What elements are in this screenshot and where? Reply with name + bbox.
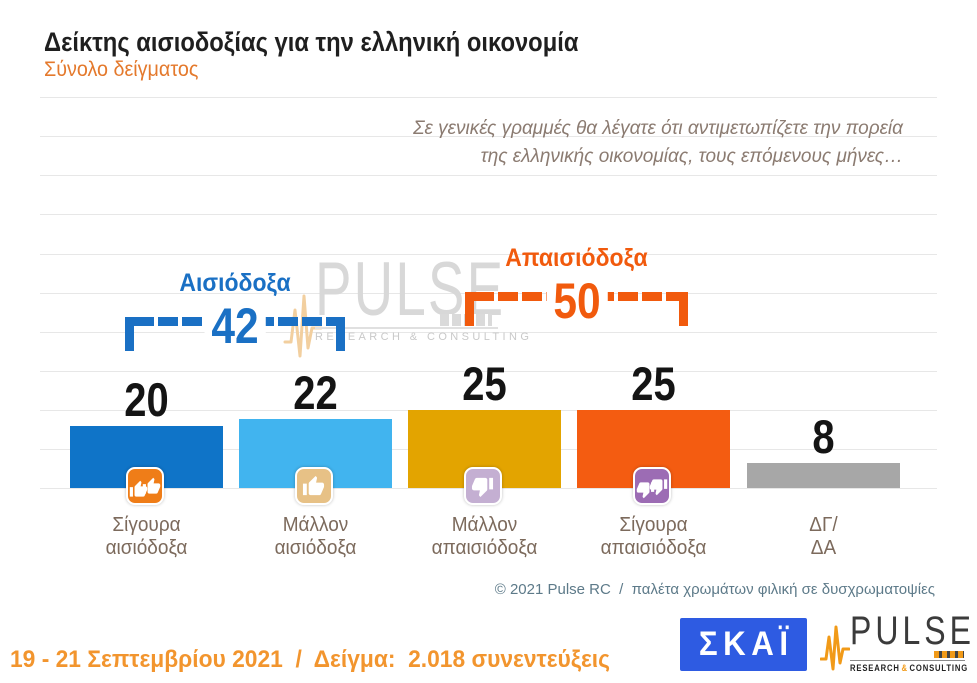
bar-value-label: 22 bbox=[293, 366, 338, 419]
bar-value-label: 25 bbox=[631, 357, 676, 410]
optimistic-group-label: Αισιόδοξα bbox=[179, 269, 291, 297]
thumbs-down-icon bbox=[463, 467, 502, 505]
optimistic-bracket: 42 bbox=[125, 299, 345, 353]
fieldwork-dates: 19 - 21 Σεπτεμβρίου 2021 / Δείγμα: 2.018… bbox=[10, 646, 610, 673]
gridline bbox=[40, 254, 937, 255]
bar-column-dont-know: 8 ΔΓ/ ΔΑ bbox=[747, 0, 900, 683]
bar-column-certainly-optimistic: 20 Σίγουρα αισιόδοξα bbox=[70, 0, 223, 683]
bracket-right-tick bbox=[679, 292, 688, 326]
gridline bbox=[40, 136, 937, 137]
bracket-left-tick bbox=[465, 292, 474, 326]
pulse-logo-brand: PULSE bbox=[850, 609, 975, 653]
survey-question: Σε γενικές γραμμές θα λέγατε ότι αντιμετ… bbox=[413, 115, 903, 171]
category-label: Σίγουρα απαισιόδοξα bbox=[600, 514, 707, 559]
pulse-logo-divider bbox=[850, 660, 965, 661]
gridline bbox=[40, 97, 937, 98]
gridline bbox=[40, 371, 937, 372]
optimistic-total: 42 bbox=[204, 299, 266, 353]
bar-value-label: 25 bbox=[462, 357, 507, 410]
skai-logo: ΣΚΑΪ bbox=[680, 618, 807, 671]
pulse-logo: PULSE RESEARCH & CONSULTING bbox=[820, 609, 971, 675]
skai-logo-text: ΣΚΑΪ bbox=[698, 625, 794, 663]
thumbs-up-icon bbox=[294, 467, 333, 505]
double-thumbs-up-icon bbox=[125, 467, 164, 505]
double-thumbs-down-icon bbox=[632, 467, 671, 505]
bar-column-certainly-pessimistic: 25 Σίγουρα απαισιόδοξα bbox=[577, 0, 730, 683]
category-label: ΔΓ/ ΔΑ bbox=[809, 514, 838, 559]
bracket-left-tick bbox=[125, 317, 134, 351]
survey-question-line1: Σε γενικές γραμμές θα λέγατε ότι αντιμετ… bbox=[413, 118, 903, 139]
category-label: Μάλλον αισιόδοξα bbox=[274, 514, 357, 559]
survey-question-line2: της ελληνικής οικονομίας, τους επόμενους… bbox=[480, 146, 903, 167]
bracket-right-tick bbox=[336, 317, 345, 351]
page-subtitle: Σύνολο δείγματος bbox=[44, 58, 199, 81]
pulse-logo-blocks bbox=[934, 651, 964, 658]
pessimistic-group-label: Απαισιόδοξα bbox=[505, 244, 648, 272]
gridline bbox=[40, 332, 937, 333]
category-label: Μάλλον απαισιόδοξα bbox=[431, 514, 538, 559]
pulse-waveform-icon bbox=[820, 625, 850, 671]
bar-column-rather-pessimistic: 25 Μάλλον απαισιόδοξα bbox=[408, 0, 561, 683]
gridline bbox=[40, 214, 937, 215]
pessimistic-group: Απαισιόδοξα 50 bbox=[465, 243, 688, 328]
bar-column-rather-optimistic: 22 Μάλλον αισιόδοξα bbox=[239, 0, 392, 683]
bar bbox=[747, 463, 900, 488]
copyright-note: © 2021 Pulse RC / παλέτα χρωμάτων φιλική… bbox=[494, 581, 935, 598]
pessimistic-total: 50 bbox=[546, 274, 607, 328]
optimistic-group: Αισιόδοξα 42 bbox=[125, 268, 345, 353]
bar-value-label: 20 bbox=[124, 373, 169, 426]
category-label: Σίγουρα αισιόδοξα bbox=[105, 514, 188, 559]
pulse-logo-tagline: RESEARCH & CONSULTING bbox=[850, 663, 969, 673]
gridline bbox=[40, 175, 937, 176]
page-title: Δείκτης αισιοδοξίας για την ελληνική οικ… bbox=[44, 27, 579, 57]
pessimistic-bracket: 50 bbox=[465, 274, 688, 328]
bar-value-label: 8 bbox=[812, 410, 835, 463]
